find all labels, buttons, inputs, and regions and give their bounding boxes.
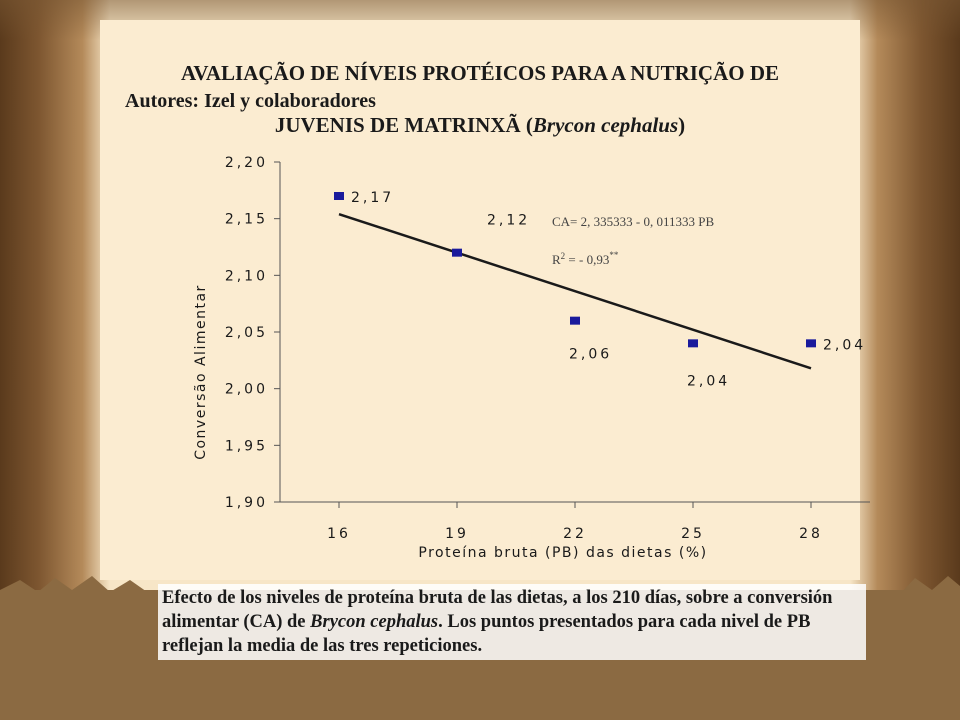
title-line-2: JUVENIS DE MATRINXÃ (Brycon cephalus) <box>100 112 860 138</box>
y-tick-label: 2,00 <box>225 382 268 398</box>
regression-r-squared: R2 = - 0,93** <box>552 250 619 267</box>
data-label: 2,17 <box>351 190 394 206</box>
data-point <box>452 248 462 257</box>
y-tick-label: 2,20 <box>225 155 268 171</box>
title-line-2-suffix: ) <box>678 113 686 137</box>
content-panel <box>100 20 860 580</box>
y-tick-label: 1,95 <box>225 438 268 454</box>
data-label: 2,12 <box>487 213 530 229</box>
data-label: 2,04 <box>687 373 730 389</box>
y-axis-title: Conversão Alimentar <box>193 284 209 460</box>
r2-significance: ** <box>609 250 619 260</box>
r2-prefix: R <box>552 252 561 267</box>
caption-part-2: . Los puntos presentados para cada nivel… <box>162 612 811 656</box>
y-axis: 1,90 1,95 2,00 2,05 2,10 2,15 2,20 <box>225 155 281 511</box>
title-species: Brycon cephalus <box>532 113 679 137</box>
data-point <box>334 192 344 200</box>
caption-species: Brycon cephalus <box>310 612 439 632</box>
data-label: 2,06 <box>569 347 612 363</box>
data-labels: 2,17 2,12 2,06 2,04 2,04 <box>351 190 866 389</box>
data-label: 2,04 <box>823 337 866 353</box>
y-tick-label: 1,90 <box>225 495 268 511</box>
y-tick-label: 2,05 <box>225 325 268 341</box>
caption-part-1: Efecto de los niveles de proteína bruta … <box>162 588 833 632</box>
r2-superscript: 2 <box>561 251 566 261</box>
x-axis: 16 19 22 25 28 <box>280 501 870 542</box>
data-point <box>806 339 816 348</box>
x-tick-label: 22 <box>563 526 587 542</box>
x-axis-title: Proteína bruta (PB) das dietas (%) <box>418 545 707 561</box>
y-tick-label: 2,10 <box>225 268 268 284</box>
regression-equation: CA= 2, 335333 - 0, 011333 PB <box>552 214 714 229</box>
y-tick-label: 2,15 <box>225 212 268 228</box>
x-tick-label: 16 <box>327 526 351 542</box>
trend-line-group <box>338 212 812 370</box>
slide-title: AVALIAÇÃO DE NÍVEIS PROTÉICOS PARA A NUT… <box>100 34 860 164</box>
figure-caption: Efecto de los niveles de proteína bruta … <box>158 584 866 660</box>
data-points <box>334 192 816 348</box>
data-point <box>570 316 580 325</box>
x-tick-label: 25 <box>681 526 705 542</box>
x-tick-label: 19 <box>445 526 469 542</box>
data-point <box>688 339 698 348</box>
r2-value: = - 0,93 <box>565 252 609 267</box>
title-line-1: AVALIAÇÃO DE NÍVEIS PROTÉICOS PARA A NUT… <box>180 61 780 85</box>
regression-line <box>338 212 812 370</box>
x-tick-label: 28 <box>799 526 823 542</box>
authors-line: Autores: Izel y colaboradores <box>125 90 376 112</box>
title-line-2-prefix: JUVENIS DE MATRINXÃ ( <box>274 113 533 137</box>
scatter-chart: 1,901,952,002,052,102,152,20 16 19 22 25 28 … <box>193 155 870 561</box>
